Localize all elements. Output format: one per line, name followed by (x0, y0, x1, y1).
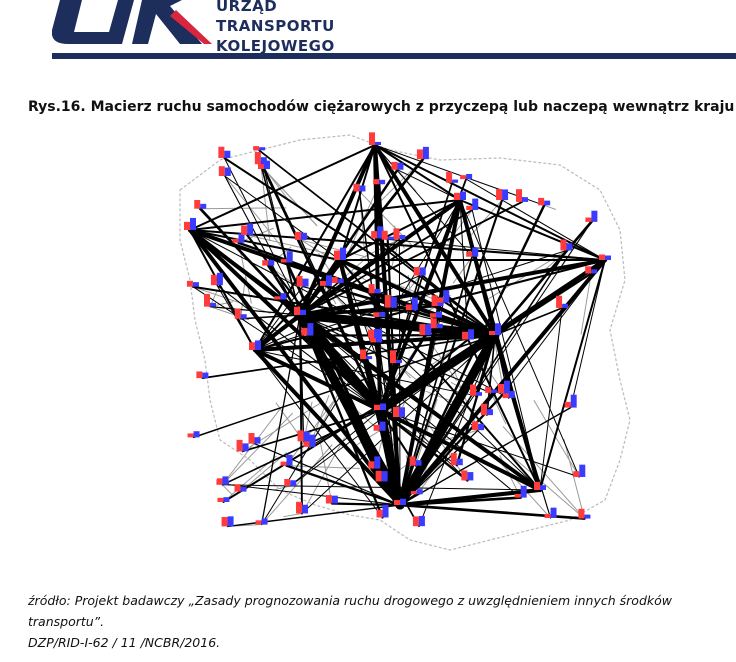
utk-logo (52, 0, 212, 44)
border-outline (179, 134, 631, 551)
page-header: URZĄD TRANSPORTU KOLEJOWEGO (0, 0, 736, 62)
freight-flow-map (179, 132, 631, 551)
org-name-line-1: URZĄD (216, 0, 278, 15)
figure-source: źródło: Projekt badawczy „Zasady prognoz… (28, 590, 734, 653)
source-line-2: DZP/RID-I-62 / 11 /NCBR/2016. (28, 635, 221, 650)
od-bars (184, 132, 611, 527)
source-line-1: źródło: Projekt badawczy „Zasady prognoz… (28, 593, 672, 629)
org-name-line-2: TRANSPORTU (216, 17, 335, 35)
org-name: URZĄD TRANSPORTU KOLEJOWEGO (216, 0, 335, 56)
figure-title: Rys.16. Macierz ruchu samochodów ciężaro… (28, 99, 735, 115)
header-rule (52, 53, 736, 59)
org-name-line-3: KOLEJOWEGO (216, 37, 335, 55)
